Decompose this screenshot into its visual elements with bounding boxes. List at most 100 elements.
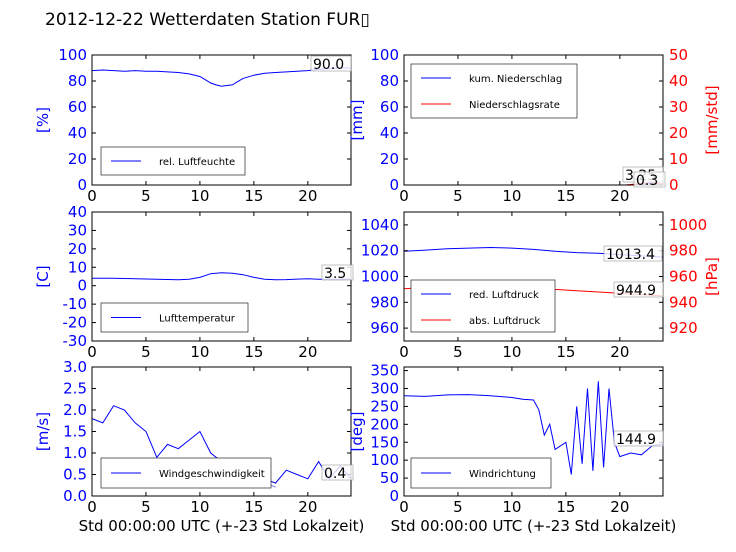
y-tick-label: 100 bbox=[58, 46, 87, 64]
x-tick-label: 0 bbox=[87, 498, 97, 516]
y-right-tick-label: 0 bbox=[669, 176, 679, 194]
series-line-wind-direction-0 bbox=[403, 381, 664, 475]
x-tick-label: 15 bbox=[556, 343, 575, 361]
x-tick-label: 5 bbox=[141, 498, 151, 516]
x-tick-label: 15 bbox=[244, 343, 263, 361]
y-axis-label: [C] bbox=[34, 265, 52, 287]
y-tick-label: 40 bbox=[68, 124, 87, 142]
current-value-box bbox=[310, 55, 352, 72]
y-tick-label: 40 bbox=[380, 124, 399, 142]
y-tick-label: 250 bbox=[370, 397, 399, 415]
x-tick-label: 15 bbox=[556, 498, 575, 516]
x-tick-label: 20 bbox=[298, 498, 317, 516]
current-value-box bbox=[613, 281, 664, 298]
y-tick-label: 1000 bbox=[361, 268, 399, 286]
x-tick-label: 15 bbox=[244, 498, 263, 516]
current-value-label: 1013.4 bbox=[606, 247, 655, 263]
y-tick-label: 2.0 bbox=[63, 401, 87, 419]
current-value-label: 0.3 bbox=[636, 173, 658, 189]
y-tick-label: 20 bbox=[380, 150, 399, 168]
x-tick-label: 5 bbox=[453, 498, 463, 516]
legend-box bbox=[410, 279, 556, 333]
y-tick-label: -10 bbox=[63, 295, 88, 313]
legend-entry: Lufttemperatur bbox=[159, 314, 236, 325]
y-tick-label: 10 bbox=[68, 258, 87, 276]
plot-frame bbox=[91, 54, 352, 186]
current-value-box bbox=[633, 171, 666, 188]
current-value-box bbox=[603, 245, 663, 262]
y-right-tick-label: 30 bbox=[669, 98, 688, 116]
x-tick-label: 0 bbox=[87, 187, 97, 205]
y-tick-label: 200 bbox=[370, 415, 399, 433]
y-tick-label: 0 bbox=[389, 487, 399, 505]
y-tick-label: 60 bbox=[380, 98, 399, 116]
current-value-box bbox=[321, 464, 354, 481]
x-axis-label: Std 00:00:00 UTC (+-23 Std Lokalzeit) bbox=[79, 517, 365, 535]
legend-entry: red. Luftdruck bbox=[469, 290, 539, 301]
x-tick-label: 10 bbox=[502, 498, 521, 516]
plot-frame bbox=[403, 54, 664, 186]
y-tick-label: 350 bbox=[370, 362, 399, 380]
y-tick-label: 40 bbox=[68, 203, 87, 221]
y-right-tick-label: 960 bbox=[669, 268, 698, 286]
y-tick-label: 100 bbox=[370, 46, 399, 64]
y-tick-label: 50 bbox=[380, 469, 399, 487]
x-tick-label: 15 bbox=[244, 187, 263, 205]
y-tick-label: 1.0 bbox=[63, 444, 87, 462]
x-tick-label: 20 bbox=[298, 187, 317, 205]
x-tick-label: 20 bbox=[610, 187, 629, 205]
y-right-tick-label: 980 bbox=[669, 242, 698, 260]
y-tick-label: 1020 bbox=[361, 242, 399, 260]
y-tick-label: 0 bbox=[77, 176, 87, 194]
current-value-box bbox=[321, 264, 354, 281]
legend-entry: Windgeschwindigkeit bbox=[159, 469, 265, 480]
current-value-label: 944.9 bbox=[616, 283, 656, 299]
current-value-box bbox=[613, 430, 664, 447]
x-tick-label: 0 bbox=[399, 498, 409, 516]
y-right-tick-label: 50 bbox=[669, 46, 688, 64]
series-line-temperature-0 bbox=[92, 272, 351, 281]
legend-entry: kum. Niederschlag bbox=[469, 74, 562, 85]
x-tick-label: 10 bbox=[190, 343, 209, 361]
legend-entry: Niederschlagsrate bbox=[469, 100, 560, 111]
x-tick-label: 20 bbox=[298, 343, 317, 361]
y-right-axis-label: [mm/std] bbox=[703, 85, 721, 154]
y-axis-label: [mm] bbox=[348, 100, 366, 141]
y-tick-label: 0 bbox=[389, 176, 399, 194]
y-tick-label: 300 bbox=[370, 380, 399, 398]
y-tick-label: 1.5 bbox=[63, 423, 87, 441]
series-line-humidity-0 bbox=[91, 67, 351, 87]
subplot-temperature: 0 5 10 15 20-30-20-10010203040[C]Lufttempera… bbox=[34, 203, 354, 361]
legend-entry: rel. Luftfeuchte bbox=[159, 157, 235, 168]
y-tick-label: 0.5 bbox=[63, 466, 87, 484]
y-tick-label: -30 bbox=[63, 332, 88, 350]
x-tick-label: 5 bbox=[453, 187, 463, 205]
y-axis-label: [%] bbox=[34, 107, 52, 133]
x-tick-label: 10 bbox=[502, 343, 521, 361]
y-tick-label: 20 bbox=[68, 150, 87, 168]
x-tick-label: 20 bbox=[610, 343, 629, 361]
y-tick-label: 0.0 bbox=[63, 487, 87, 505]
x-tick-label: 15 bbox=[556, 187, 575, 205]
subplot-pressure: 0 5 10 15 20 960 980 1000 1020 1040 920 940 960 980 10… bbox=[361, 211, 721, 361]
x-tick-label: 0 bbox=[399, 343, 409, 361]
y-axis-label: [m/s] bbox=[34, 412, 52, 451]
x-tick-label: 10 bbox=[190, 498, 209, 516]
current-value-label: 144.9 bbox=[616, 432, 656, 448]
y-right-tick-label: 920 bbox=[669, 319, 698, 337]
x-tick-label: 10 bbox=[190, 187, 209, 205]
legend-entry: Windrichtung bbox=[469, 469, 536, 480]
x-tick-label: 0 bbox=[399, 187, 409, 205]
y-right-tick-label: 1000 bbox=[669, 216, 707, 234]
y-tick-label: 1040 bbox=[361, 216, 399, 234]
y-tick-label: 100 bbox=[370, 451, 399, 469]
y-tick-label: 80 bbox=[68, 72, 87, 90]
y-tick-label: 150 bbox=[370, 433, 399, 451]
subplot-wind-speed: 0 5 10 15 20 0.0 0.5 1.0 1.5 2.0 2.5 3.0 [m/s] Std 00… bbox=[34, 358, 364, 535]
figure-title: 2012-12-22 Wetterdaten Station FUR▯ bbox=[45, 10, 370, 30]
x-axis-label: Std 00:00:00 UTC (+-23 Std Lokalzeit) bbox=[391, 517, 677, 535]
x-tick-label: 5 bbox=[141, 343, 151, 361]
y-tick-label: 30 bbox=[68, 221, 87, 239]
